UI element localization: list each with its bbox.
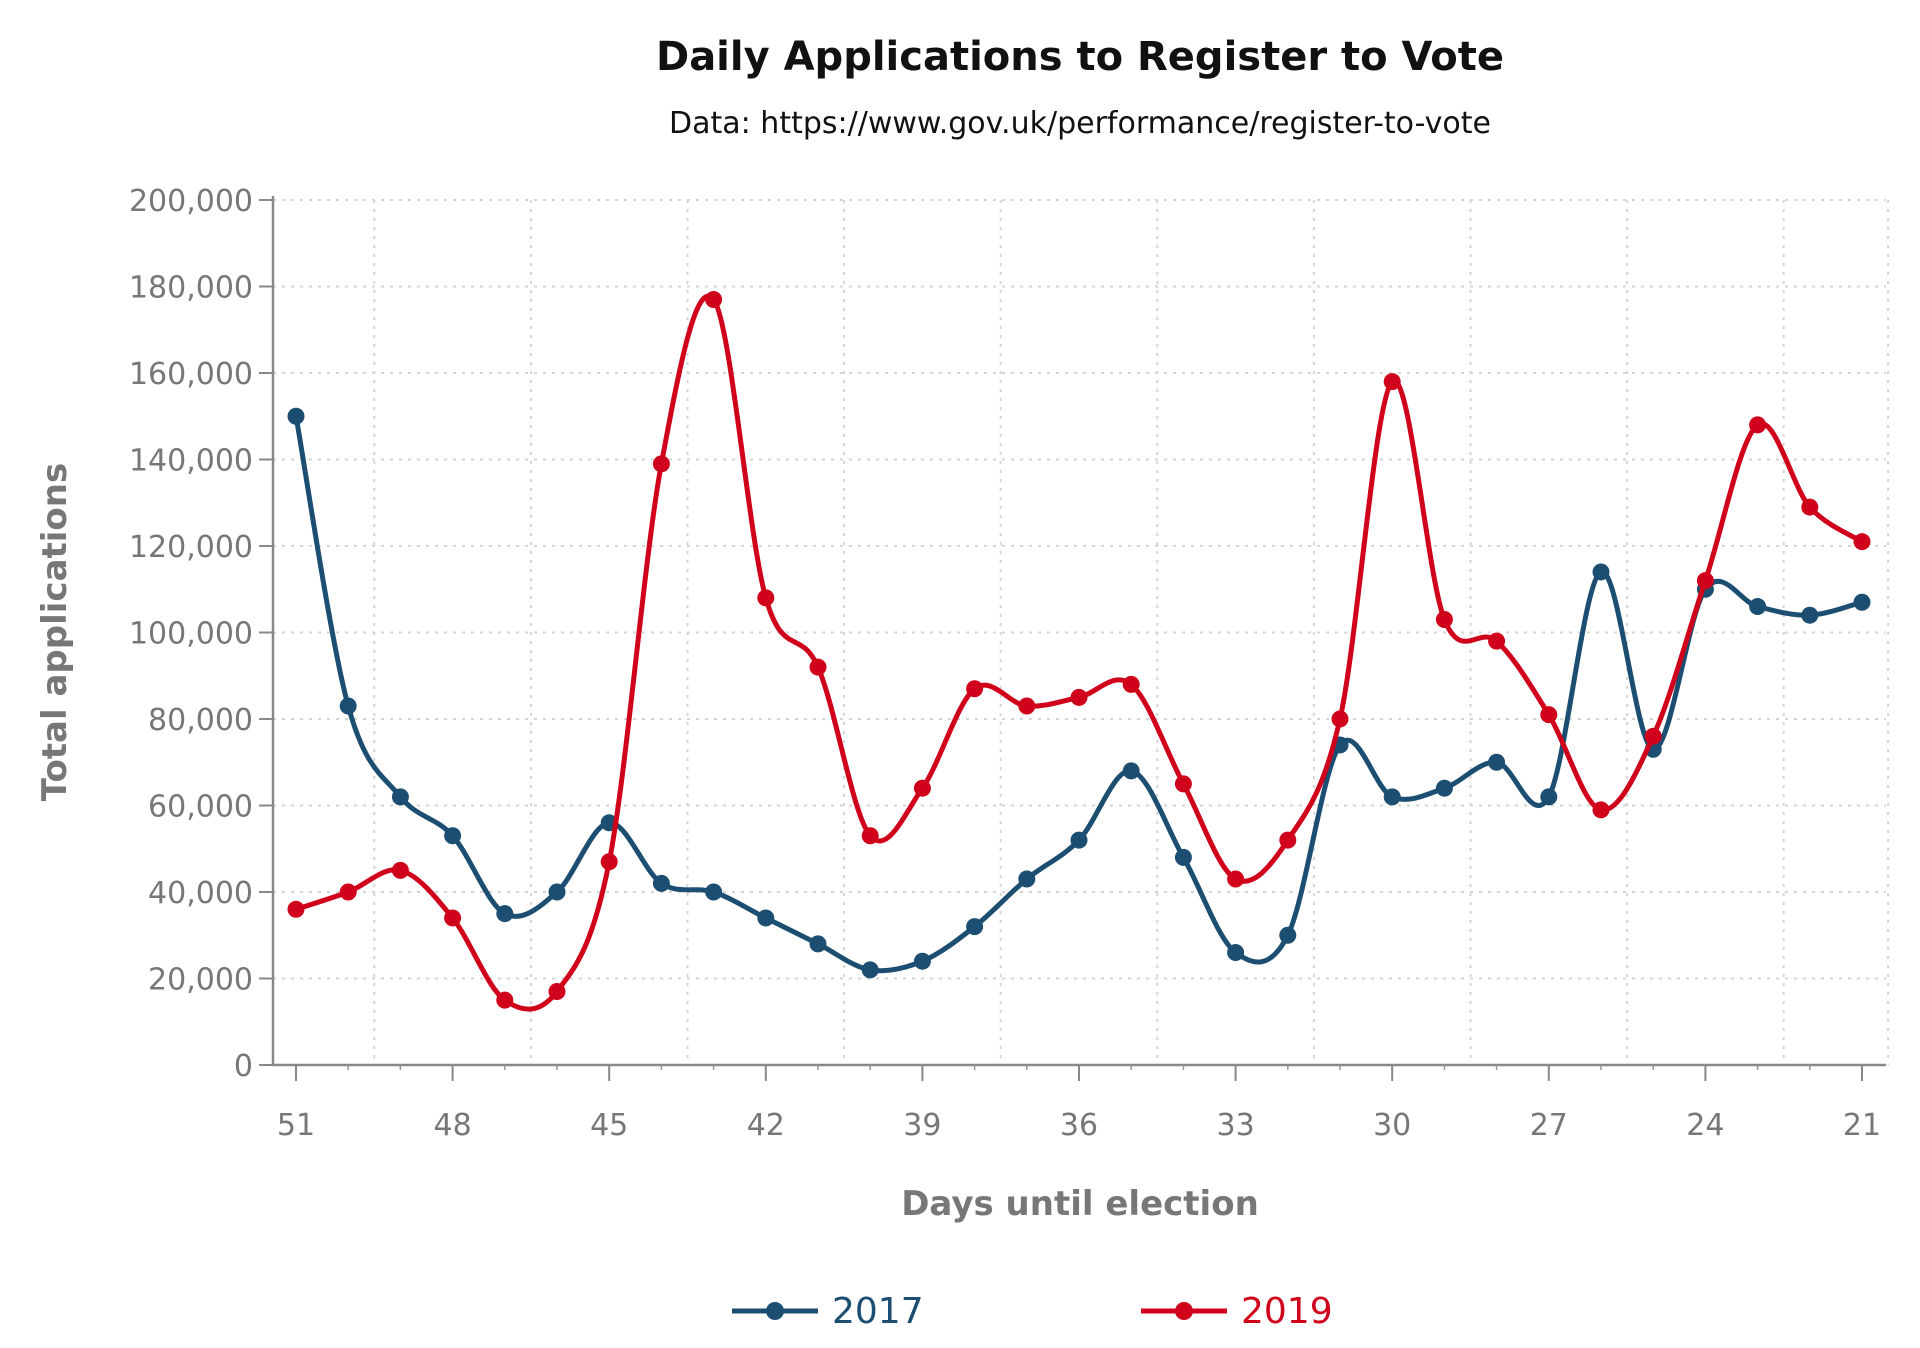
data-point-2017 (1174, 848, 1192, 866)
y-tick-label: 100,000 (129, 617, 253, 652)
y-tick-label: 40,000 (148, 876, 253, 911)
x-tick-label: 45 (590, 1108, 628, 1143)
y-tick-label: 120,000 (129, 530, 253, 565)
x-tick-label: 30 (1373, 1108, 1411, 1143)
data-point-2019 (1488, 632, 1506, 650)
data-point-2019 (757, 589, 775, 607)
data-point-2019 (391, 861, 409, 879)
data-point-2017 (757, 909, 775, 927)
legend-label: 2019 (1241, 1291, 1333, 1332)
data-point-2019 (1540, 706, 1558, 724)
data-point-2017 (861, 961, 879, 979)
y-tick-label: 80,000 (148, 703, 253, 738)
data-point-2019 (1644, 727, 1662, 745)
legend-item-2017[interactable]: 2017 (732, 1291, 924, 1332)
data-point-2017 (1227, 944, 1245, 962)
legend-label: 2017 (832, 1291, 924, 1332)
data-point-2017 (809, 935, 827, 953)
data-point-2019 (496, 991, 514, 1009)
data-point-2017 (966, 918, 984, 936)
data-point-2017 (652, 874, 670, 892)
data-point-2019 (1018, 697, 1036, 715)
data-point-2019 (444, 909, 462, 927)
data-point-2019 (652, 455, 670, 473)
x-tick-label: 27 (1530, 1108, 1568, 1143)
chart-title: Daily Applications to Register to Vote (656, 34, 1504, 80)
data-point-2019 (1383, 373, 1401, 391)
data-point-2019 (861, 827, 879, 845)
data-point-2019 (1122, 675, 1140, 693)
y-tick-label: 160,000 (129, 357, 253, 392)
data-point-2019 (1227, 870, 1245, 888)
data-point-2017 (548, 883, 566, 901)
series-layer (287, 290, 1871, 1012)
data-point-2019 (809, 658, 827, 676)
y-tick-label: 180,000 (129, 271, 253, 306)
data-point-2017 (1488, 753, 1506, 771)
data-point-2019 (966, 680, 984, 698)
legend: 2017 2019 (732, 1291, 1333, 1332)
data-point-2019 (1749, 416, 1767, 434)
data-point-2019 (1174, 775, 1192, 793)
data-point-2017 (1383, 788, 1401, 806)
data-point-2019 (913, 779, 931, 797)
data-point-2019 (705, 290, 723, 308)
y-tick-label: 60,000 (148, 790, 253, 825)
x-tick-label: 21 (1843, 1108, 1881, 1143)
data-point-2019 (287, 900, 305, 918)
data-point-2017 (1540, 788, 1558, 806)
x-tick-label: 42 (747, 1108, 785, 1143)
chart-subtitle: Data: https://www.gov.uk/performance/reg… (669, 106, 1491, 141)
y-tick-label: 140,000 (129, 444, 253, 479)
data-point-2019 (1435, 611, 1453, 629)
x-tick-label: 51 (277, 1108, 315, 1143)
legend-item-2019[interactable]: 2019 (1141, 1291, 1333, 1332)
data-point-2017 (339, 697, 357, 715)
data-point-2019 (548, 982, 566, 1000)
data-point-2019 (339, 883, 357, 901)
data-point-2019 (1696, 572, 1714, 590)
legend-marker (766, 1302, 784, 1320)
data-point-2017 (1749, 598, 1767, 616)
x-tick-label: 36 (1060, 1108, 1098, 1143)
data-point-2019 (1331, 710, 1349, 728)
data-point-2019 (1592, 801, 1610, 819)
data-point-2017 (1070, 831, 1088, 849)
data-point-2017 (705, 883, 723, 901)
x-tick-label: 48 (434, 1108, 472, 1143)
data-point-2017 (1853, 593, 1871, 611)
data-point-2017 (444, 827, 462, 845)
y-axis-label: Total applications (35, 463, 75, 801)
y-tick-label: 20,000 (148, 963, 253, 998)
data-point-2017 (391, 788, 409, 806)
data-point-2017 (913, 952, 931, 970)
data-point-2017 (1122, 762, 1140, 780)
data-point-2017 (1279, 926, 1297, 944)
x-tick-label: 39 (903, 1108, 941, 1143)
data-point-2019 (1070, 688, 1088, 706)
y-tick-label: 200,000 (129, 184, 253, 219)
data-point-2019 (1801, 498, 1819, 516)
legend-marker (1175, 1302, 1193, 1320)
data-point-2017 (1018, 870, 1036, 888)
x-tick-label: 24 (1686, 1108, 1724, 1143)
data-point-2017 (1435, 779, 1453, 797)
data-point-2019 (1853, 533, 1871, 551)
data-point-2017 (287, 407, 305, 425)
x-axis-label: Days until election (901, 1184, 1259, 1224)
y-tick-label: 0 (234, 1049, 253, 1084)
axes: 0 20,000 40,000 60,000 80,000 100,000 120,000 1… (129, 184, 1886, 1143)
x-tick-label: 33 (1217, 1108, 1255, 1143)
data-point-2019 (600, 853, 618, 871)
data-point-2019 (1279, 831, 1297, 849)
grid (273, 199, 1890, 1065)
data-point-2017 (496, 905, 514, 923)
data-point-2017 (1801, 606, 1819, 624)
data-point-2017 (1592, 563, 1610, 581)
